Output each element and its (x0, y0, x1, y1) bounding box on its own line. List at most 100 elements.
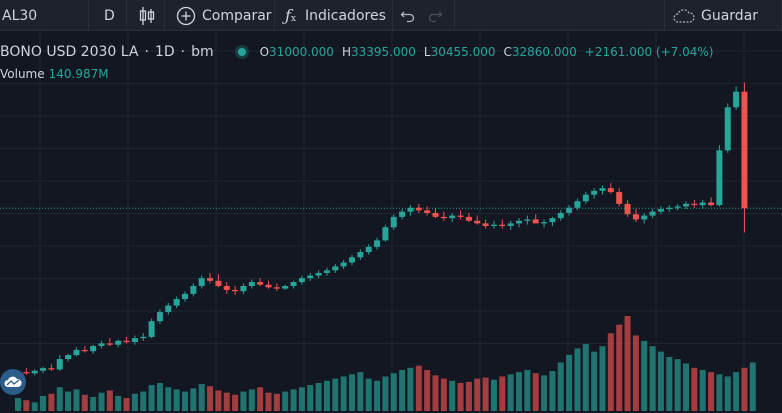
candle-body (340, 262, 347, 267)
candle (591, 188, 598, 199)
candle (449, 212, 456, 223)
candle-body (232, 289, 239, 292)
candle-body (323, 270, 330, 273)
indicators-button[interactable]: ƒx Indicadores (285, 0, 386, 31)
candle (374, 237, 381, 250)
candles (15, 82, 748, 376)
candle (190, 283, 197, 297)
close-value: 32860.000 (511, 45, 577, 59)
market-status-icon[interactable] (237, 48, 246, 56)
volume-bar (340, 376, 347, 411)
candle (307, 272, 314, 281)
candle-body (40, 368, 47, 371)
candle (40, 366, 47, 374)
candle-body (90, 346, 97, 352)
close-key: C (503, 45, 512, 59)
candle-body (198, 278, 205, 286)
volume-bar (90, 396, 97, 411)
candle (182, 291, 188, 302)
candle (474, 215, 481, 225)
volume-label: Volume (0, 67, 45, 81)
volume-bars (15, 316, 756, 411)
undo-button[interactable] (400, 0, 416, 31)
candle (165, 302, 172, 315)
candle (465, 212, 472, 223)
candle-body (23, 372, 30, 374)
interval-button[interactable]: D (104, 0, 115, 31)
candle-body (190, 286, 197, 294)
candle-body (98, 343, 105, 346)
candle (98, 340, 105, 349)
candle-body (532, 219, 539, 224)
volume-bar (657, 351, 664, 411)
candle-body (140, 336, 147, 339)
candle (23, 368, 30, 375)
candle-body (115, 340, 122, 345)
candle-body (674, 206, 681, 208)
volume-bar (424, 369, 431, 411)
low-key: L (423, 45, 431, 59)
candle (223, 282, 230, 294)
candle-body (207, 278, 214, 281)
candle (198, 275, 205, 289)
candle-body (81, 349, 88, 352)
symbol-label: AL30 (2, 7, 38, 24)
candle-body (574, 201, 581, 208)
volume-bar (140, 391, 147, 411)
candle (290, 280, 297, 289)
candle (516, 218, 522, 228)
volume-bar (48, 393, 55, 411)
candle (582, 192, 589, 204)
volume-bar (524, 369, 531, 411)
volume-bar (532, 373, 539, 411)
volume-bar (315, 382, 322, 411)
compare-button[interactable]: Comparar (176, 0, 272, 31)
volume-bar (399, 369, 406, 411)
chart-style-button[interactable] (138, 0, 156, 31)
candle (741, 82, 748, 233)
plus-circle-icon (176, 6, 196, 25)
symbol-name: BONO USD 2030 LA (0, 44, 139, 60)
symbol-search[interactable]: AL30 (2, 0, 37, 31)
candle (499, 219, 506, 229)
volume-bar (365, 378, 372, 411)
candle-body (507, 223, 514, 226)
candle-body (56, 359, 63, 370)
price-chart[interactable] (0, 31, 782, 413)
candle (708, 197, 715, 207)
volume-bar (248, 389, 255, 411)
candle (532, 214, 539, 224)
candle (399, 209, 406, 220)
candle (641, 212, 648, 224)
tradingview-logo-icon[interactable] (0, 369, 26, 395)
volume-bar (716, 374, 723, 411)
candle-body (298, 278, 305, 283)
volume-bar (73, 389, 80, 411)
volume-bar (407, 367, 414, 411)
volume-bar (23, 400, 30, 411)
volume-bar (749, 362, 756, 411)
volume-bar (215, 390, 222, 411)
volume-bar (223, 392, 230, 411)
candle-body (741, 91, 748, 209)
open-value: 31000.000 (269, 45, 334, 59)
redo-button[interactable] (427, 0, 443, 31)
candle-body (165, 305, 172, 313)
open-key: O (259, 45, 270, 59)
toolbar-divider (664, 0, 665, 31)
interval-label: D (104, 7, 115, 24)
candle-body (315, 272, 322, 276)
candle (724, 103, 731, 153)
candle-body (215, 280, 222, 286)
candle-body (182, 293, 188, 300)
candle-body (156, 312, 163, 322)
volume-bar (232, 394, 239, 411)
indicators-label: Indicadores (305, 7, 386, 24)
candle (666, 205, 673, 212)
volume-bar (574, 348, 581, 411)
volume-value: 140.987M (48, 67, 109, 81)
save-button[interactable]: Guardar (673, 0, 758, 31)
candle-body (307, 275, 314, 279)
volume-bar (240, 391, 247, 411)
candle (632, 209, 639, 223)
